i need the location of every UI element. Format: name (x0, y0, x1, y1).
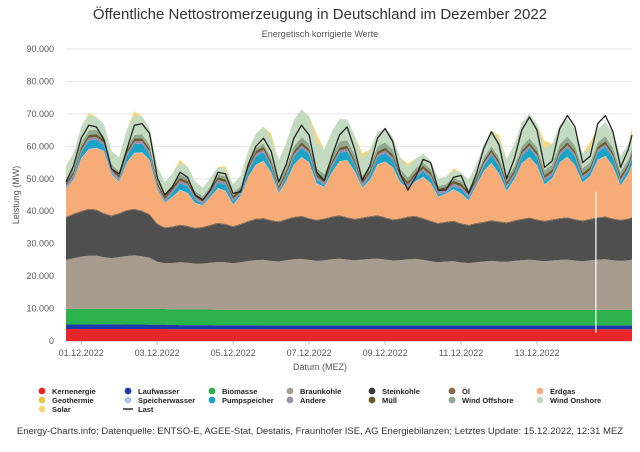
y-tick-label: 40.000 (26, 206, 54, 216)
x-tick-label: 03.12.2022 (135, 348, 180, 358)
y-tick-label: 30.000 (26, 239, 54, 249)
legend-item-pumpspeicher[interactable]: Pumpspeicher (208, 396, 274, 405)
legend-label: Wind Offshore (462, 396, 514, 405)
legend: Kernenergie Laufwasser Biomasse Braunkohle S… (38, 387, 602, 414)
area-biomasse (66, 308, 632, 326)
area-kernenergie (66, 329, 632, 341)
legend-label: Biomasse (222, 387, 257, 396)
load-line-group (65, 114, 633, 201)
legend-item-last[interactable]: Last (123, 405, 154, 414)
legend-dot-swatch (368, 387, 376, 395)
legend-label: Erdgas (550, 387, 575, 396)
legend-dot-swatch (38, 396, 46, 404)
legend-item-oel[interactable]: Öl (448, 387, 470, 396)
area-wind-onshore (66, 109, 632, 197)
legend-label: Braunkohle (300, 387, 341, 396)
legend-label: Wind Onshore (550, 396, 601, 405)
legend-item-biomasse[interactable]: Biomasse (208, 387, 258, 396)
legend-label: Speicherwasser (138, 396, 195, 405)
legend-item-geothermie[interactable]: Geothermie (38, 396, 94, 405)
legend-item-laufwasser[interactable]: Laufwasser (124, 387, 180, 396)
legend-dot-swatch (286, 387, 294, 395)
y-tick-label: 50.000 (26, 174, 54, 184)
legend-label: Pumpspeicher (222, 396, 274, 405)
legend-label: Geothermie (52, 396, 94, 405)
chart-title: Öffentliche Nettostromerzeugung in Deuts… (93, 5, 547, 23)
legend-item-andere[interactable]: Andere (286, 396, 326, 405)
stacked-areas (66, 109, 632, 341)
legend-dot-swatch (448, 396, 456, 404)
legend-item-wind-onshore[interactable]: Wind Onshore (536, 396, 602, 405)
legend-label: Andere (300, 396, 326, 405)
legend-dot-swatch (368, 396, 376, 404)
legend-item-steinkohle[interactable]: Steinkohle (368, 387, 420, 396)
legend-dot-swatch (208, 387, 216, 395)
legend-dot-swatch (208, 396, 216, 404)
y-tick-label: 20.000 (26, 271, 54, 281)
area-braunkohle (66, 255, 632, 310)
y-tick-label: 90.000 (26, 44, 54, 54)
legend-dot-swatch (448, 387, 456, 395)
legend-dot-swatch (124, 387, 132, 395)
x-tick-label: 01.12.2022 (59, 348, 104, 358)
legend-item-speicherwasser[interactable]: Speicherwasser (124, 396, 196, 405)
legend-label: Kernenergie (52, 387, 96, 396)
area-steinkohle (66, 209, 632, 264)
legend-label: Steinkohle (382, 387, 420, 396)
chart-subtitle: Energetisch korrigierte Werte (262, 29, 378, 39)
legend-label: Last (138, 405, 154, 414)
x-tick-label: 07.12.2022 (287, 348, 332, 358)
legend-dot-swatch (38, 387, 46, 395)
x-tick-label: 05.12.2022 (211, 348, 256, 358)
legend-dot-swatch (124, 396, 132, 404)
x-axis-title: Datum (MEZ) (293, 362, 347, 372)
legend-item-kernenergie[interactable]: Kernenergie (38, 387, 96, 396)
area-erdgas (66, 148, 632, 228)
area-andere (66, 137, 632, 205)
y-tick-label: 0 (49, 336, 54, 346)
legend-item-erdgas[interactable]: Erdgas (536, 387, 576, 396)
x-tick-label: 09.12.2022 (363, 348, 408, 358)
legend-label: Müll (382, 396, 397, 405)
y-axis-title: Leistung (MW) (11, 166, 21, 225)
legend-dot-swatch (286, 396, 294, 404)
legend-item-muell[interactable]: Müll (368, 396, 397, 405)
legend-item-solar[interactable]: Solar (38, 405, 71, 414)
y-axis-ticks: 0 10.000 20.000 30.000 40.000 50.000 60.000 70.… (26, 44, 54, 346)
source-footer: Energy-Charts.info; Datenquelle: ENTSO-E… (16, 426, 624, 437)
area-muell (66, 134, 632, 202)
legend-dot-swatch (536, 387, 544, 395)
load-line (65, 114, 633, 201)
legend-label: Solar (52, 405, 71, 414)
y-tick-label: 80.000 (26, 76, 54, 86)
x-tick-label: 11.12.2022 (439, 348, 483, 358)
y-tick-label: 10.000 (26, 304, 54, 314)
y-tick-label: 60.000 (26, 141, 54, 151)
y-tick-label: 70.000 (26, 109, 54, 119)
area-laufwasser (66, 324, 632, 330)
legend-dot-swatch (536, 396, 544, 404)
legend-item-wind-offshore[interactable]: Wind Offshore (448, 396, 514, 405)
legend-item-braunkohle[interactable]: Braunkohle (286, 387, 342, 396)
x-axis-ticks: 01.12.2022 03.12.2022 05.12.2022 07.12.2022… (59, 341, 560, 358)
x-tick-label: 13.12.2022 (515, 348, 560, 358)
legend-dot-swatch (38, 405, 46, 413)
legend-label: Öl (462, 387, 470, 396)
legend-label: Laufwasser (138, 387, 179, 396)
